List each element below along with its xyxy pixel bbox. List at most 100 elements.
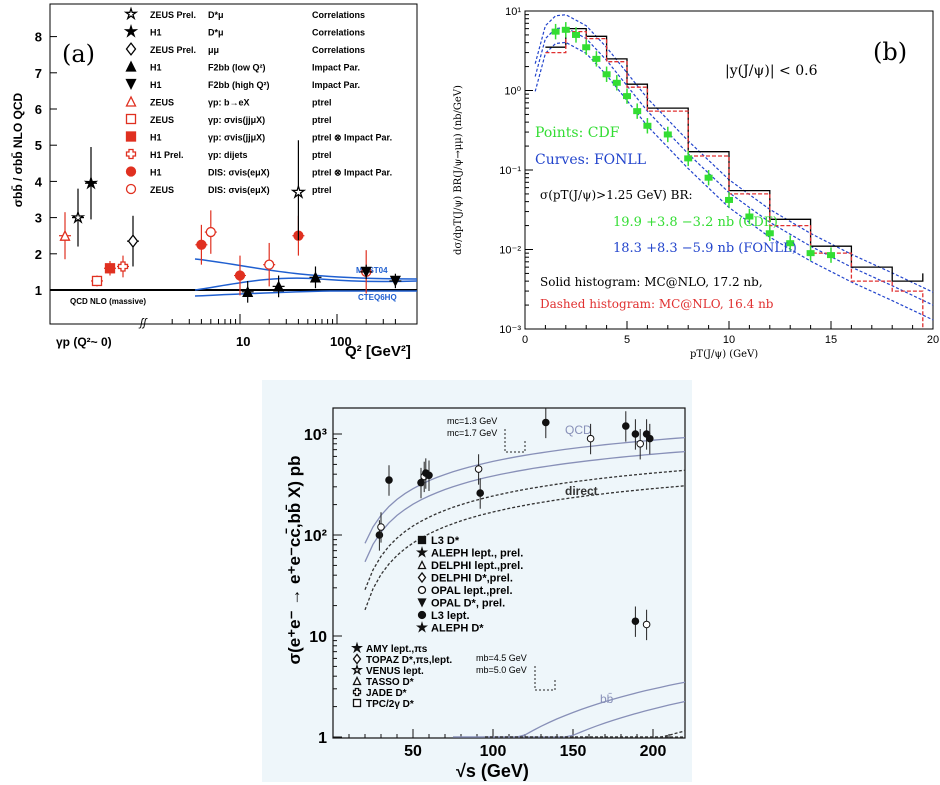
panel-a-ytick-label: 4: [35, 174, 43, 189]
panel-a-legend-chan: γp: b→eX: [208, 98, 250, 108]
panel-a-ytick-label: 2: [35, 247, 42, 262]
panel-a-legend-chan: DIS: σvis(eμX): [208, 185, 270, 195]
panel-c-point: [425, 471, 433, 480]
panel-a-legend-method: Correlations: [312, 10, 365, 20]
panel-a-point: [389, 275, 401, 287]
panel-a-legend-chan: μμ: [208, 45, 219, 55]
panel-a-legend-method: ptrel: [312, 150, 332, 160]
panel-a-xtick-10: 10: [236, 334, 250, 349]
panel-a-legend-method: ptrel: [312, 98, 332, 108]
panel-c-legend-label: ALEPH D*: [431, 623, 484, 635]
panel-c-point: [642, 620, 651, 629]
panel-c-direct-upper: [364, 469, 686, 590]
panel-c-legend-marker: [352, 698, 362, 708]
panel-a-legend-exp: ZEUS Prel.: [150, 10, 196, 20]
panel-a-mrst-band: [194, 258, 418, 280]
panel-c-mb-bracket: [534, 666, 556, 691]
panel-b-ytick-label: 10⁻¹: [499, 165, 521, 177]
panel-c-point: [377, 523, 385, 531]
panel-b-cdf-point: [806, 250, 815, 257]
panel-c-point: [631, 617, 640, 626]
panel-c-xlabel: √s (GeV): [456, 761, 529, 781]
panel-c-ytick-label: 10: [309, 629, 327, 646]
panel-a-xtick-marks: [171, 314, 396, 324]
panel-c-point: [622, 422, 630, 430]
panel-c-legend-label: L3 D*: [431, 535, 460, 547]
panel-b-cdf-point: [561, 26, 570, 33]
panel-b-points-label: Points: CDF: [535, 125, 620, 141]
panel-a-legend-marker: [125, 42, 137, 56]
panel-c-legend-marker: [415, 621, 429, 633]
panel-b-rapidity: |y(J/ψ)| < 0.6: [725, 63, 818, 79]
panel-a-legend-marker: [123, 6, 139, 21]
panel-b-dashed-label: Dashed histogram: MC@NLO, 16.4 nb: [540, 297, 774, 311]
panel-a-point: [70, 210, 86, 224]
panel-c-direct-label: direct: [565, 484, 598, 498]
panel-a-ytick-label: 8: [35, 30, 42, 45]
panel-a-legend-method: ptrel: [312, 185, 332, 195]
panel-a-data: [59, 140, 402, 303]
panel-a-legend-chan: γp: σvis(jjμX): [208, 115, 265, 125]
panel-c-qcd-label: QCD: [565, 423, 592, 437]
panel-c-point: [417, 478, 425, 487]
panel-a-legend-chan: F2bb (low Q²): [208, 63, 266, 73]
panel-c-legend-label: TPC/2γ D*: [366, 699, 414, 710]
panel-c-qcd-upper: [364, 436, 686, 544]
panel-a-legend-method: Impact Par.: [312, 80, 360, 90]
panel-b-ticks: 0 5 10 15 20 10⁻³ 10⁻² 10⁻¹ 10⁰ 10¹: [499, 6, 939, 346]
panel-a-cteq-curve: [194, 290, 417, 297]
panel-b-cdf-point: [643, 122, 652, 129]
panel-c-legend-marker: [417, 610, 427, 620]
panel-b-cdf-point: [725, 196, 733, 203]
panel-c-ytick-label: 10³: [304, 427, 327, 444]
panel-a-legend-exp: H1: [150, 63, 162, 73]
panel-c-legend-marker: [415, 546, 429, 558]
panel-c-xtick-label: 150: [560, 743, 587, 760]
panel-c-legend-marker: [350, 663, 364, 676]
panel-b: (b) dσ/dpT(J/ψ) BR(J/ψ→μμ) (nb/GeV) pT(J…: [453, 6, 939, 360]
panel-b-fonll-central: [534, 26, 934, 306]
panel-c-point: [631, 430, 640, 438]
panel-c-legend-marker: [352, 687, 362, 697]
panel-a-point: [127, 234, 139, 249]
panel-a-point: [83, 175, 99, 190]
panel-a-ytick-label: 6: [35, 102, 42, 117]
panel-b-cdf-point: [623, 93, 631, 100]
panel-c-legend-marker: [417, 585, 427, 595]
panel-b-xtick-label: 15: [825, 334, 837, 346]
panel-b-solid-label: Solid histogram: MC@NLO, 17.2 nb,: [540, 275, 763, 289]
panel-a-legend-method: ptrel: [312, 115, 332, 125]
panel-a-legend-exp: ZEUS: [150, 115, 174, 125]
panel-b-cdf-point: [582, 44, 591, 51]
panel-a-yticks: 1 2 3 4 5 6 7 8: [35, 30, 57, 298]
panel-c-legend-label: JADE D*: [366, 688, 407, 699]
panel-a-point: [205, 226, 216, 238]
panel-a-point: [290, 184, 307, 199]
panel-a-ytick-label: 5: [35, 138, 42, 153]
panel-a-legend-exp: ZEUS: [150, 185, 174, 195]
panel-c-legend-label: TASSO D*: [366, 677, 414, 688]
panel-c-legend-label: OPAL D*, prel.: [431, 598, 505, 610]
panel-a-point: [234, 270, 246, 281]
panel-a-legend-marker: [125, 183, 137, 195]
panel-c-ytick-label: 1: [318, 730, 327, 747]
panel-a-legend-chan: F2bb (high Q²): [208, 80, 269, 90]
panel-b-cdf-point: [602, 71, 611, 78]
panel-c-legend-label: DELPHI D*,prel.: [431, 573, 513, 585]
panel-c-legend-marker: [352, 676, 362, 686]
panel-c-legend-marker: [417, 560, 427, 570]
panel-b-curves: [534, 14, 934, 329]
panel-c-curves: [364, 429, 686, 738]
panel-c-ytick-label: 10²: [304, 528, 327, 545]
panel-b-cdf-value: 19.9 +3.8 −3.2 nb (CDF): [613, 215, 778, 230]
panel-a-legend-marker: [125, 148, 137, 160]
panel-a-mrst-curve: [194, 277, 418, 291]
panel-b-cdf-point: [786, 240, 795, 247]
panel-a-legend-exp: H1: [150, 133, 162, 143]
panel-a-legend-method: ptrel ⊗ Impact Par.: [312, 133, 392, 143]
panel-a-point: [104, 263, 116, 274]
panel-c-mc2: mc=1.7 GeV: [447, 428, 497, 438]
panel-a-legend-exp: H1: [150, 168, 162, 178]
panel-c-legend-label: VENUS lept.: [366, 666, 424, 677]
panel-c-legend-marker: [417, 571, 427, 584]
